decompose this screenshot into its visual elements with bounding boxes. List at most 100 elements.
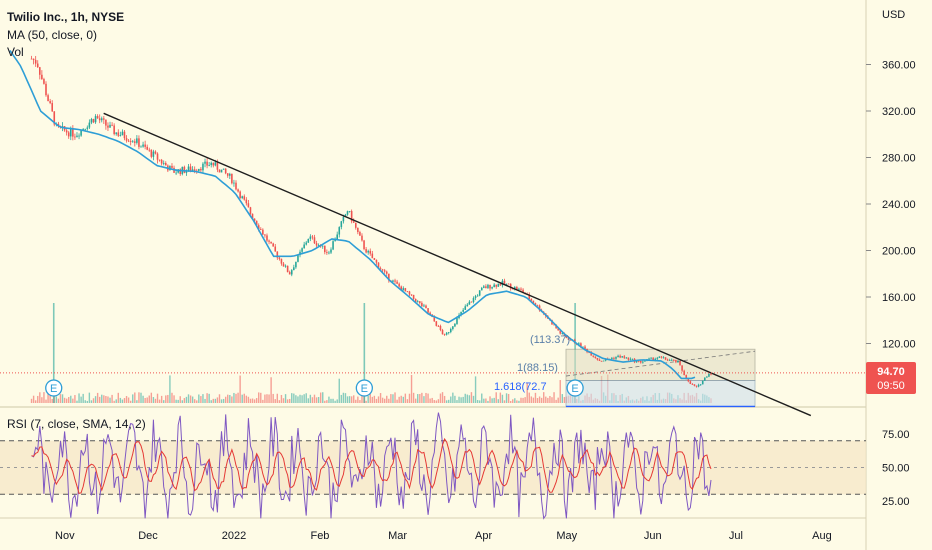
earnings-marker[interactable] [45,379,63,397]
candle-body [272,243,274,247]
volume-bar [547,397,549,403]
volume-bar [158,399,161,403]
volume-bar [412,392,415,403]
candle-body [361,235,363,241]
volume-bar [132,394,134,403]
price-axis[interactable]: 120.00 160.00 200.00 240.00 280.00 320.00 360.… [866,60,916,351]
earnings-marker[interactable] [355,379,373,397]
candle-body [284,265,287,267]
candle-body [441,329,444,335]
volume-bar [392,394,394,403]
volume-bar [63,397,66,403]
candle-body [679,361,681,366]
volume-bar [146,397,148,403]
time-axis-label: Apr [475,530,492,542]
volume-bar [561,394,564,403]
candle-body [162,162,165,164]
candle-body [357,227,359,233]
candle-body [600,360,603,362]
time-axis[interactable]: Nov Dec 2022 Feb Mar Apr May Jun Jul Aug [55,530,832,542]
volume-bar [476,400,479,403]
volume-bar [61,394,64,403]
volume-bar [414,398,417,403]
candle-body [175,172,177,174]
candle-body [642,361,644,363]
volume-bar [563,397,566,403]
candle-body [187,166,190,171]
volume-bar [538,396,541,403]
candle-body [660,356,663,358]
candle-body [288,272,291,275]
earnings-marker-label: E [571,383,578,395]
volume-bar [396,399,398,403]
candle-body [212,162,215,166]
volume-bar [435,400,438,403]
volume-bar [191,396,194,403]
candle-body [113,125,115,135]
volume-bar [295,395,297,403]
candle-body [249,207,252,214]
candle-body [72,128,74,137]
earnings-marker[interactable] [566,379,584,397]
volume-bar [559,380,561,403]
symbol-title[interactable]: Twilio Inc., 1h, NYSE [7,10,124,24]
volume-bar [210,400,212,403]
volume-bar [68,397,70,403]
volume-bar [328,396,330,403]
candle-body [295,261,297,268]
candle-body [400,286,403,291]
candle-body [352,221,355,223]
volume-bar [365,400,367,403]
volume-bar [359,400,361,403]
candle-body [695,385,698,387]
candle-body [509,283,512,289]
candle-body [499,283,502,286]
volume-bar [388,398,390,403]
candle-body [379,268,382,270]
volume-bar [233,392,235,403]
candle-body [553,324,555,326]
candle-body [437,325,440,327]
volume-bar [394,392,396,403]
volume-bar [72,398,74,403]
candle-body [623,356,626,358]
candle-body [621,356,623,358]
candle-body [103,118,105,120]
volume-bar [487,400,489,403]
volume-bar [282,398,285,403]
vol-legend[interactable]: Vol [7,45,24,59]
ma-legend[interactable]: MA (50, close, 0) [7,28,97,42]
candle-body [493,284,495,288]
candle-body [445,332,448,335]
volume-bar [171,392,173,403]
candle-body [255,220,258,226]
volume-bar [200,396,202,403]
candle-body [134,141,136,143]
candle-body [286,265,289,273]
candle-body [150,149,153,157]
volume-bar [406,399,409,403]
candle-body [460,311,462,315]
rsi-legend[interactable]: RSI (7, close, SMA, 14, 2) [7,417,146,431]
volume-bar [553,392,555,403]
candle-body [268,240,270,242]
candle-body [222,168,225,170]
volume-bar [361,393,363,403]
volume-bar [458,396,460,403]
volume-bar [299,394,301,403]
time-axis-label: Nov [55,530,75,542]
volume-bar [489,396,491,403]
volume-bar [425,392,427,403]
candle-body [425,305,427,309]
candle-body [251,213,254,219]
volume-bar [41,397,43,403]
volume-bar [520,397,522,403]
trendline[interactable] [103,112,812,417]
candle-body [47,95,49,102]
rsi-axis[interactable]: 25.00 50.00 75.00 [882,429,910,508]
candle-body [324,245,326,253]
candle-body [121,131,124,136]
fib-extension[interactable] [565,348,756,408]
volume-bar [142,395,144,403]
